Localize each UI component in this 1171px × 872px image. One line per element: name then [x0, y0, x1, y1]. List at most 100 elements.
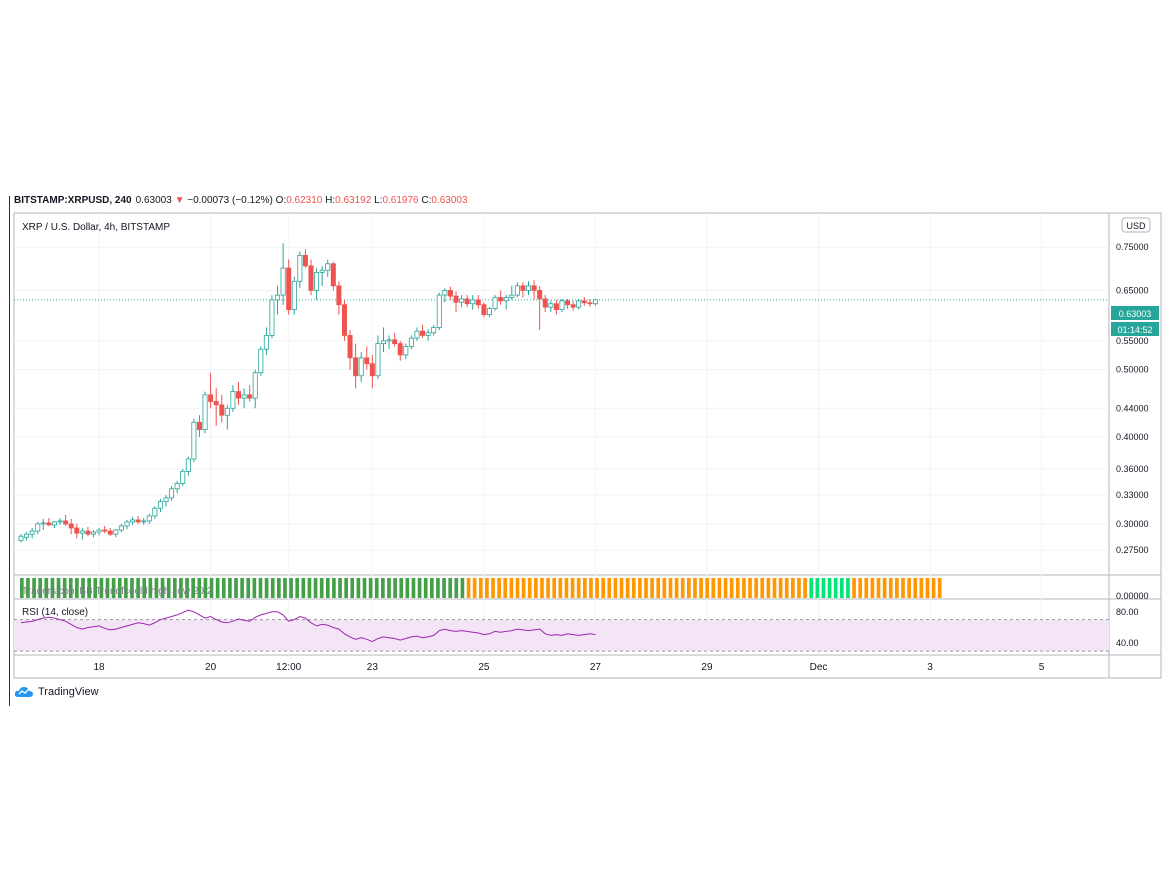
y-tick-label: 0.33000	[1116, 490, 1149, 500]
candle	[24, 532, 30, 541]
candle-body	[219, 404, 225, 416]
candle	[141, 517, 147, 525]
indicator-bar	[301, 578, 306, 598]
candle-body	[247, 394, 253, 399]
indicator-bar	[283, 578, 287, 598]
indicator-bar	[411, 578, 416, 598]
candle	[425, 329, 431, 341]
candle-body	[18, 535, 24, 541]
rsi-tick-label: 80.00	[1116, 607, 1139, 617]
indicator-bar	[821, 578, 826, 598]
candle	[208, 372, 214, 409]
indicator-bar	[136, 578, 140, 598]
candle	[185, 456, 191, 476]
candle	[35, 521, 41, 535]
candle	[341, 299, 347, 341]
indicator-bar	[466, 578, 471, 598]
indicator-bar	[631, 578, 636, 598]
indicator-bar	[784, 578, 789, 598]
candle	[408, 335, 414, 350]
indicator-bar	[839, 578, 844, 598]
indicator-bar	[546, 578, 550, 598]
candle	[46, 517, 52, 526]
candle	[459, 295, 465, 308]
candle	[369, 354, 375, 389]
indicator-bar	[417, 578, 422, 598]
candle-body	[302, 254, 308, 267]
indicator-bar	[197, 578, 202, 598]
indicator-bar	[26, 578, 30, 598]
indicator-bar	[234, 578, 238, 598]
candle	[163, 495, 169, 507]
indicator-bar	[246, 578, 251, 598]
chart-header: BITSTAMP:XRPUSD, 240 0.63003 ▼ −0.00073 (…	[14, 195, 468, 206]
candle	[63, 514, 69, 526]
candle-body	[341, 304, 347, 336]
indicator-bar	[558, 578, 563, 598]
candle	[107, 527, 113, 537]
candle-body	[358, 357, 364, 377]
tradingview-logo[interactable]: TradingView	[14, 686, 99, 698]
indicator-bar	[62, 578, 67, 598]
indicator-bar	[864, 578, 869, 598]
candle-body	[581, 300, 587, 304]
indicator-bar	[350, 578, 355, 598]
high-value: 0.63192	[335, 195, 372, 206]
candle-body	[481, 304, 487, 316]
indicator-bar	[564, 578, 569, 598]
indicator-bar	[38, 578, 43, 598]
indicator-bar	[228, 578, 232, 598]
candle	[191, 418, 197, 463]
cloud-icon	[14, 687, 34, 697]
indicator-bar	[595, 578, 599, 598]
candle-body	[213, 401, 219, 406]
window-edge	[9, 196, 10, 706]
candle-body	[403, 346, 409, 356]
indicator-bar	[460, 578, 465, 598]
countdown-tag-text: 01:14:52	[1117, 325, 1152, 335]
indicator-bar	[527, 578, 532, 598]
candle	[135, 515, 141, 524]
indicator-bar	[185, 578, 189, 598]
candle-body	[375, 343, 381, 377]
indicator-bar	[748, 578, 752, 598]
indicator-bar	[907, 578, 911, 598]
currency-badge[interactable]	[1121, 217, 1151, 233]
rsi-tick-label: 40.00	[1116, 638, 1139, 648]
candle	[174, 480, 180, 494]
candle-body	[420, 330, 426, 336]
indicator-bar	[638, 578, 642, 598]
indicator-bar	[754, 578, 758, 598]
candle	[236, 381, 242, 405]
indicator-bar	[919, 578, 924, 598]
candle-body	[35, 523, 41, 532]
indicator-bar	[717, 578, 722, 598]
indicator-bar	[809, 578, 814, 598]
low-value: 0.61976	[382, 195, 419, 206]
indicator-bar	[852, 578, 856, 598]
indicator-bar	[277, 578, 281, 598]
branding-text: TradingView	[38, 686, 99, 698]
candle	[180, 468, 186, 487]
rsi-label: RSI (14, close)	[22, 607, 88, 618]
indicator-bar	[552, 578, 557, 598]
candle-body	[587, 302, 593, 305]
candle-body	[431, 327, 437, 334]
open-label: O:	[275, 195, 287, 206]
indicator-bar	[429, 578, 434, 598]
indicator-bar	[319, 578, 324, 598]
candle-body	[537, 290, 543, 300]
candle-body	[85, 530, 91, 535]
candle-body	[68, 523, 74, 529]
indicator-bar	[619, 578, 624, 598]
indicator-bar	[485, 578, 489, 598]
indicator-bar	[20, 578, 24, 598]
y-tick-label: 0.55000	[1116, 336, 1149, 346]
candle-body	[531, 285, 537, 291]
indicator-bar	[895, 578, 899, 598]
indicator-bar	[56, 578, 61, 598]
candle	[113, 528, 119, 538]
candle-body	[548, 303, 554, 308]
candle	[325, 259, 331, 277]
